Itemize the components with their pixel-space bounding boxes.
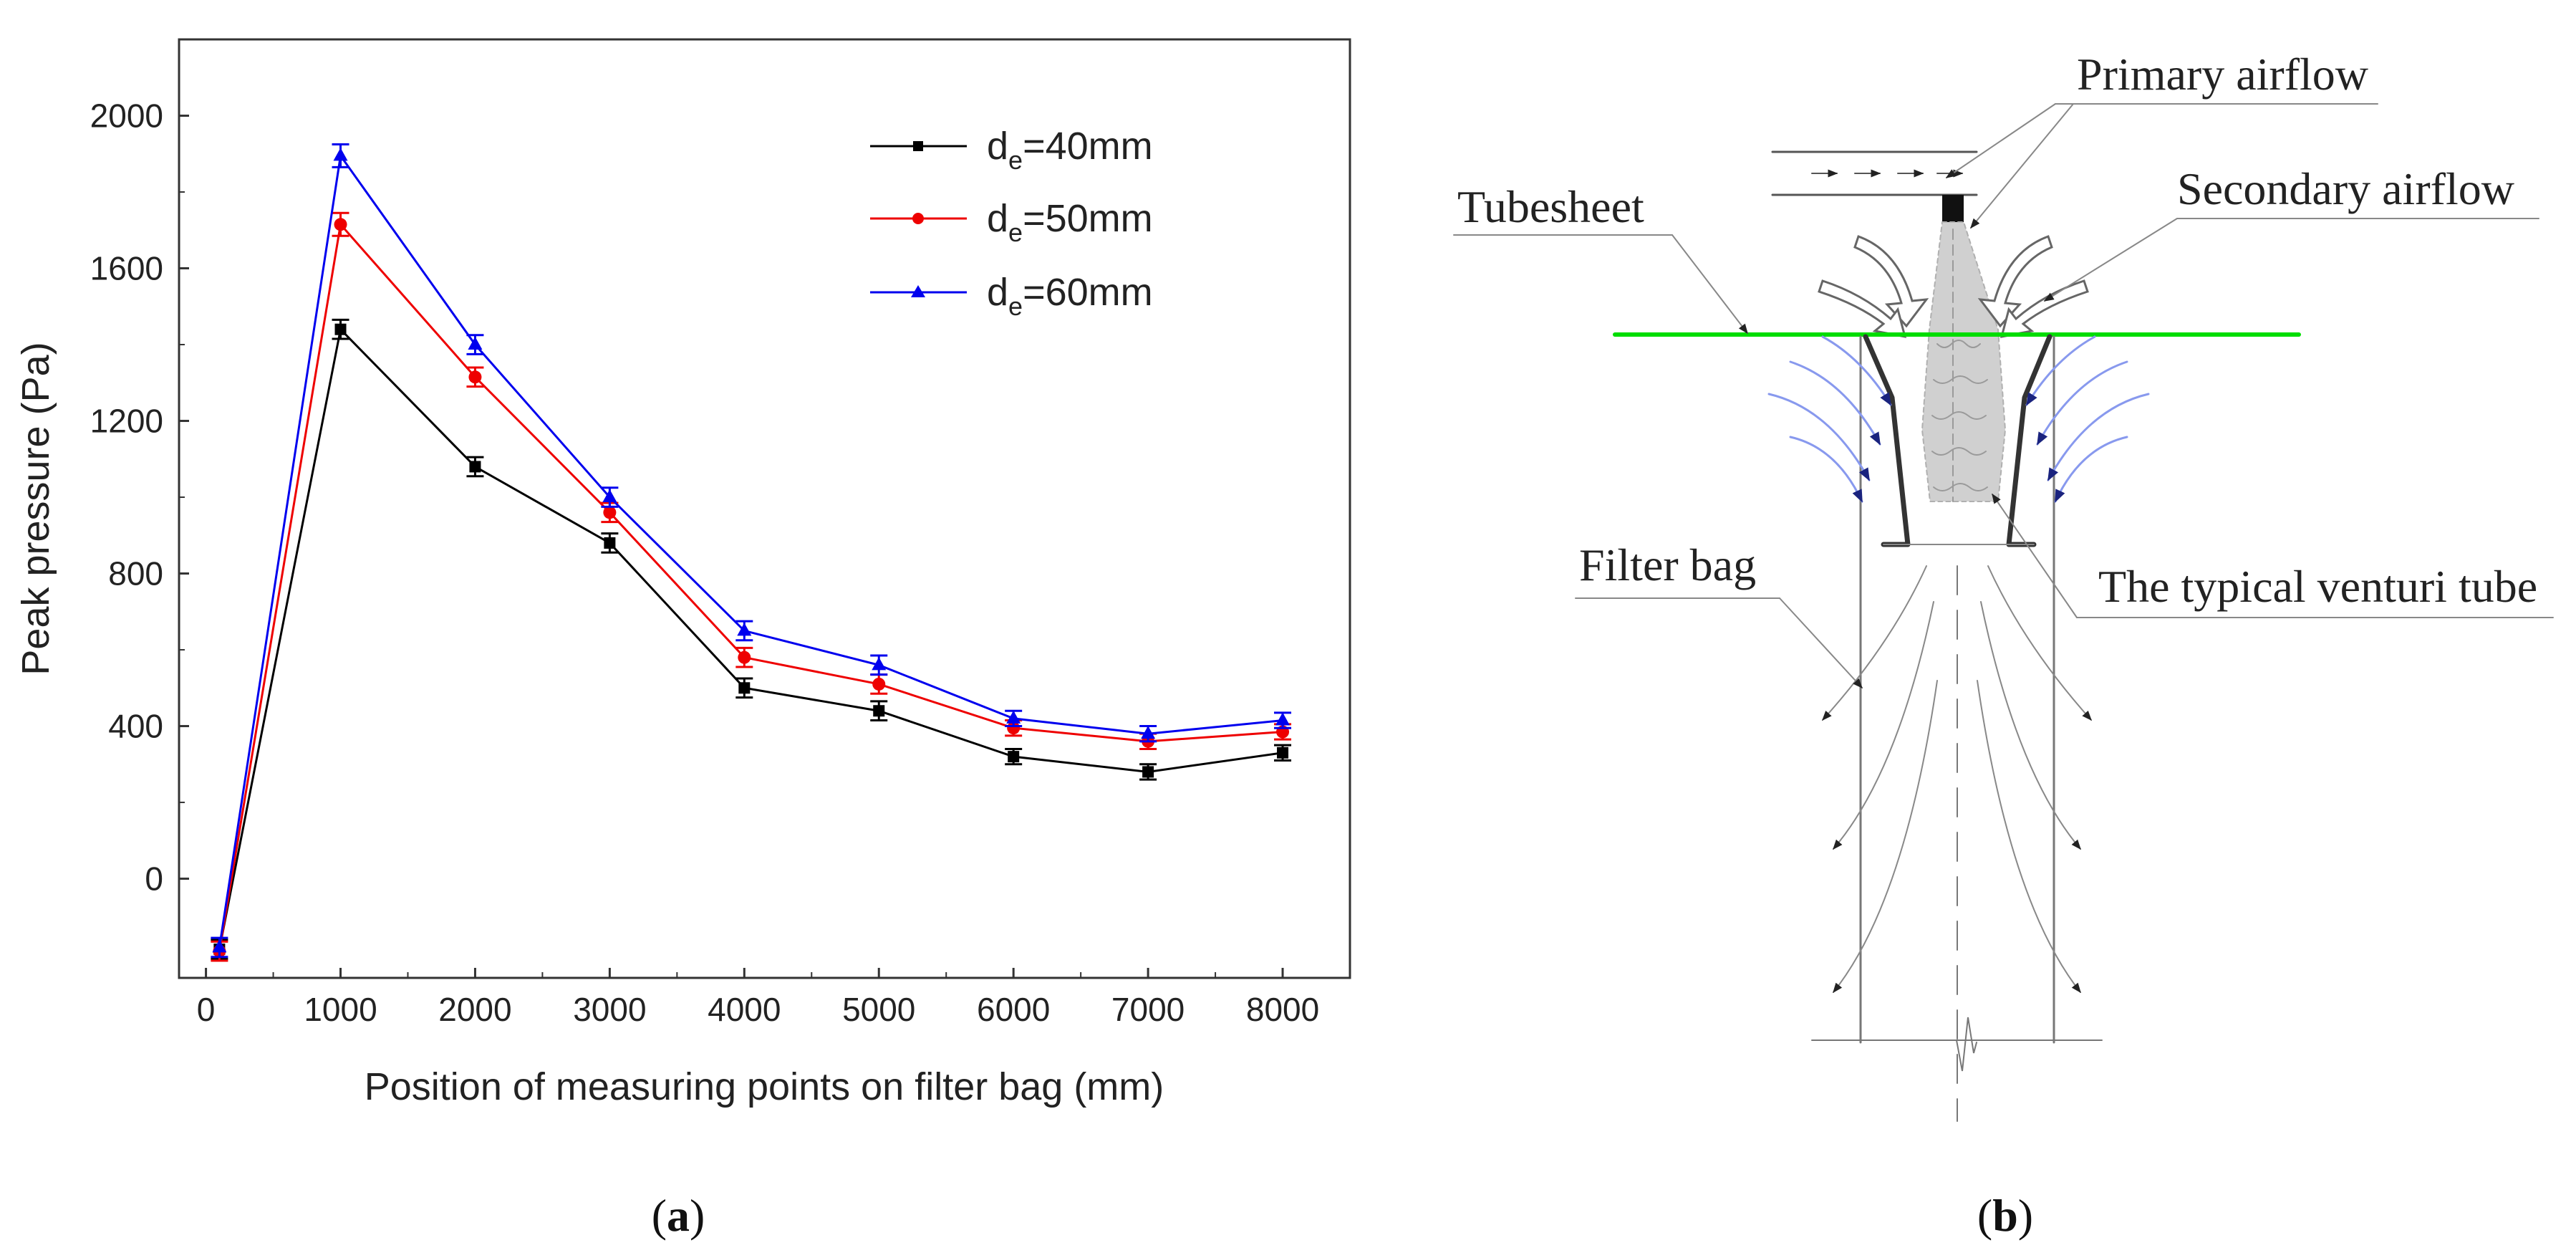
nozzle	[1942, 195, 1964, 222]
legend-marker-de60	[911, 285, 925, 297]
data-point	[603, 506, 617, 519]
jet-texture	[1931, 229, 1988, 502]
label-tubesheet: Tubesheet	[1457, 181, 1644, 232]
legend: de=40mm de=50mm de=60mm	[870, 125, 1153, 321]
y-tick-label: 800	[108, 555, 163, 592]
data-point	[333, 148, 348, 161]
x-tick-label: 3000	[573, 991, 646, 1028]
series-de50mm	[211, 211, 1292, 962]
legend-entry-de50: de=50mm	[870, 197, 1153, 247]
chart-panel: 0 400 800 1200 1600 2000 0 1000 2000 3000 4000 500…	[14, 38, 1351, 1108]
y-tick-label: 1200	[90, 403, 163, 440]
data-point	[468, 370, 482, 384]
plot-frame	[178, 38, 1351, 979]
label-venturi-tube: The typical venturi tube	[2098, 561, 2537, 612]
data-point	[737, 623, 752, 636]
data-point	[468, 337, 483, 350]
series-line	[218, 221, 1283, 951]
data-point	[334, 218, 347, 231]
label-secondary-airflow: Secondary airflow	[2177, 163, 2514, 214]
x-tick-label: 4000	[708, 991, 781, 1028]
data-point	[1275, 712, 1291, 726]
y-tick-label: 1600	[90, 250, 163, 287]
data-point	[1141, 726, 1156, 739]
secondary-airflow-arrows	[1818, 235, 2089, 338]
legend-label-de50: de=50mm	[987, 197, 1153, 247]
label-filter-bag: Filter bag	[1579, 539, 1756, 590]
x-tick-label: 5000	[842, 991, 915, 1028]
y-tick-label: 2000	[90, 97, 163, 135]
primary-jet	[1921, 221, 2007, 502]
y-tick-label: 400	[108, 708, 163, 745]
x-tick-label: 7000	[1111, 991, 1185, 1028]
data-point	[1006, 710, 1021, 724]
data-point	[1008, 751, 1020, 763]
data-point	[212, 939, 227, 953]
legend-entry-de40: de=40mm	[870, 125, 1153, 175]
data-point	[469, 461, 481, 473]
series-de60mm	[211, 143, 1292, 959]
blowpipe	[1771, 150, 1978, 196]
x-axis-ticks: 0 1000 2000 3000 4000 5000 6000 7000 8000	[197, 968, 1319, 1028]
y-axis-label: Peak pressure (Pa)	[14, 342, 57, 675]
x-tick-label: 0	[197, 991, 216, 1028]
caption-a: (a)	[652, 1190, 705, 1241]
label-primary-airflow: Primary airflow	[2077, 49, 2368, 100]
data-point	[602, 489, 617, 503]
x-tick-label: 2000	[438, 991, 511, 1028]
caption-b: (b)	[1977, 1190, 2033, 1241]
x-axis-label: Position of measuring points on filter b…	[365, 1065, 1164, 1108]
venturi-diagram: Primary airflow Secondary airflow Tubesh…	[1453, 49, 2554, 1122]
y-tick-label: 0	[145, 860, 163, 898]
bag-flow-lines	[1822, 565, 2092, 994]
legend-entry-de60: de=60mm	[870, 271, 1153, 321]
data-point	[738, 650, 751, 664]
x-tick-label: 8000	[1246, 991, 1319, 1028]
leader-lines	[1453, 103, 2554, 689]
data-point	[334, 323, 347, 335]
data-point	[1277, 746, 1289, 759]
legend-marker-de50	[912, 213, 924, 224]
legend-label-de60: de=60mm	[987, 271, 1153, 321]
series-layer	[211, 143, 1292, 962]
data-point	[872, 657, 887, 671]
x-tick-label: 1000	[304, 991, 377, 1028]
secondary-flow-lines	[1767, 335, 2150, 503]
data-point	[1142, 766, 1154, 778]
legend-marker-de40	[913, 141, 923, 151]
x-tick-label: 6000	[977, 991, 1050, 1028]
data-point	[873, 705, 885, 717]
filter-bag	[1811, 335, 2103, 1122]
data-point	[738, 682, 751, 694]
data-point	[1007, 721, 1021, 735]
legend-label-de40: de=40mm	[987, 125, 1153, 175]
y-axis-ticks: 0 400 800 1200 1600 2000	[90, 97, 189, 898]
data-point	[604, 537, 616, 549]
data-point	[872, 677, 886, 691]
